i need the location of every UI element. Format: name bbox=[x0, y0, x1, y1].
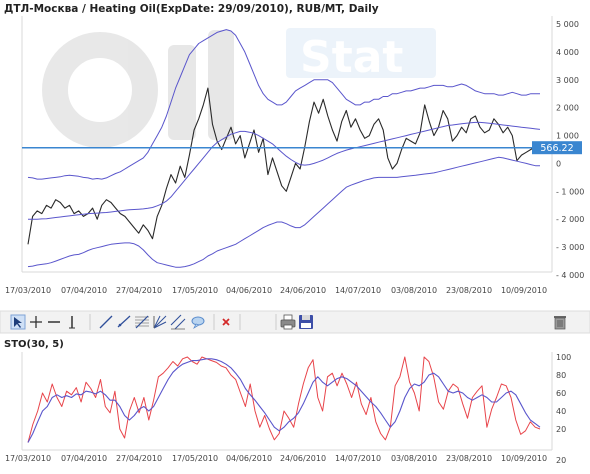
y-tick-label: - 3 000 bbox=[556, 243, 584, 252]
sto-plot: 100 80 60 40 20 20 17/03/2010 07/04/2010 27/04/… bbox=[5, 352, 571, 465]
x-tick-label: 17/05/2010 bbox=[172, 286, 218, 295]
chart-title: ДТЛ-Москва / Heating Oil(ExpDate: 29/09/… bbox=[4, 3, 379, 15]
y-tick-label: 2 000 bbox=[556, 104, 579, 113]
level-value-label: 566.22 bbox=[540, 143, 573, 154]
sto-y-tick-label: 60 bbox=[556, 389, 566, 398]
fibonacci-fan-tool-icon[interactable] bbox=[135, 315, 149, 329]
save-icon[interactable] bbox=[299, 315, 313, 329]
level-value-tag bbox=[532, 141, 582, 155]
watermark: Stat bbox=[42, 28, 436, 148]
sto-y-tick-label: 100 bbox=[556, 353, 571, 362]
y-tick-label: 3 000 bbox=[556, 76, 579, 85]
price-series-group bbox=[27, 29, 541, 268]
sto-y-axis-tick-labels: 100 80 60 40 20 20 bbox=[556, 353, 571, 465]
sto-series-group bbox=[27, 356, 541, 443]
y-tick-label: - 4 000 bbox=[556, 271, 584, 280]
channel-tool-icon[interactable] bbox=[170, 314, 186, 330]
crosshair-tool-icon[interactable] bbox=[30, 316, 42, 328]
x-tick-label: 27/04/2010 bbox=[116, 286, 162, 295]
series-line-middle_band bbox=[28, 121, 541, 220]
x-tick-label: 17/03/2010 bbox=[5, 286, 51, 295]
sto-x-tick-label: 24/06/2010 bbox=[280, 454, 326, 463]
sto-line-sto_d bbox=[27, 358, 541, 443]
x-tick-label: 10/09/2010 bbox=[501, 286, 547, 295]
level-line-group[interactable]: 566.22 bbox=[22, 141, 582, 155]
trash-icon[interactable] bbox=[554, 316, 566, 330]
y-tick-label: 0 bbox=[556, 159, 561, 168]
y-tick-label: - 2 000 bbox=[556, 215, 584, 224]
series-line-lower_band bbox=[27, 156, 540, 268]
series-line-price bbox=[27, 87, 541, 245]
gann-fan-tool-icon[interactable] bbox=[153, 315, 167, 329]
ray-tool-icon[interactable] bbox=[117, 315, 131, 328]
sto-x-tick-label: 17/05/2010 bbox=[172, 454, 218, 463]
series-line-upper_band bbox=[27, 29, 540, 180]
sto-x-tick-label: 23/08/2010 bbox=[446, 454, 492, 463]
sto-x-tick-label: 14/07/2010 bbox=[335, 454, 381, 463]
x-tick-label: 24/06/2010 bbox=[280, 286, 326, 295]
y-tick-label: 5 000 bbox=[556, 20, 579, 29]
vertical-line-tool-icon[interactable] bbox=[69, 316, 75, 329]
sto-x-tick-label: 27/04/2010 bbox=[116, 454, 162, 463]
watermark-text: Stat bbox=[300, 32, 403, 83]
sto-y-tick-label: 80 bbox=[556, 371, 566, 380]
sto-title: STO(30, 5) bbox=[4, 339, 64, 350]
sto-y-tick-label: 20 bbox=[556, 456, 566, 465]
delete-tool-icon[interactable] bbox=[222, 318, 230, 326]
toolbar-icons bbox=[10, 314, 566, 330]
y-tick-label: 4 000 bbox=[556, 48, 579, 57]
print-icon[interactable] bbox=[280, 314, 296, 330]
x-tick-label: 03/08/2010 bbox=[391, 286, 437, 295]
y-axis-tick-labels: 5 000 4 000 3 000 2 000 1 000 0 - 1 000 - 2 000… bbox=[556, 20, 584, 280]
x-tick-label: 07/04/2010 bbox=[61, 286, 107, 295]
sto-x-axis-tick-labels: 17/03/2010 07/04/2010 27/04/2010 17/05/2010… bbox=[5, 454, 547, 463]
sto-y-tick-label: 20 bbox=[556, 425, 566, 434]
y-tick-label: 1 000 bbox=[556, 132, 579, 141]
sto-x-tick-label: 17/03/2010 bbox=[5, 454, 51, 463]
sto-y-tick-label: 40 bbox=[556, 407, 566, 416]
price-plot: 5 000 4 000 3 000 2 000 1 000 0 - 1 000 - 2 000… bbox=[5, 16, 584, 295]
x-axis-tick-labels: 17/03/2010 07/04/2010 27/04/2010 17/05/2010… bbox=[5, 286, 547, 295]
trend-line-tool-icon[interactable] bbox=[99, 315, 113, 329]
x-tick-label: 14/07/2010 bbox=[335, 286, 381, 295]
drawing-toolbar bbox=[0, 310, 590, 334]
sto-x-tick-label: 03/08/2010 bbox=[391, 454, 437, 463]
x-tick-label: 04/06/2010 bbox=[226, 286, 272, 295]
x-tick-label: 23/08/2010 bbox=[446, 286, 492, 295]
sto-x-tick-label: 07/04/2010 bbox=[61, 454, 107, 463]
sto-x-tick-label: 04/06/2010 bbox=[226, 454, 272, 463]
sto-line-sto_k bbox=[27, 356, 541, 443]
sto-x-tick-label: 10/09/2010 bbox=[501, 454, 547, 463]
comment-tool-icon[interactable] bbox=[191, 316, 205, 330]
y-tick-label: - 1 000 bbox=[556, 187, 584, 196]
cursor-tool-icon[interactable] bbox=[10, 314, 26, 330]
